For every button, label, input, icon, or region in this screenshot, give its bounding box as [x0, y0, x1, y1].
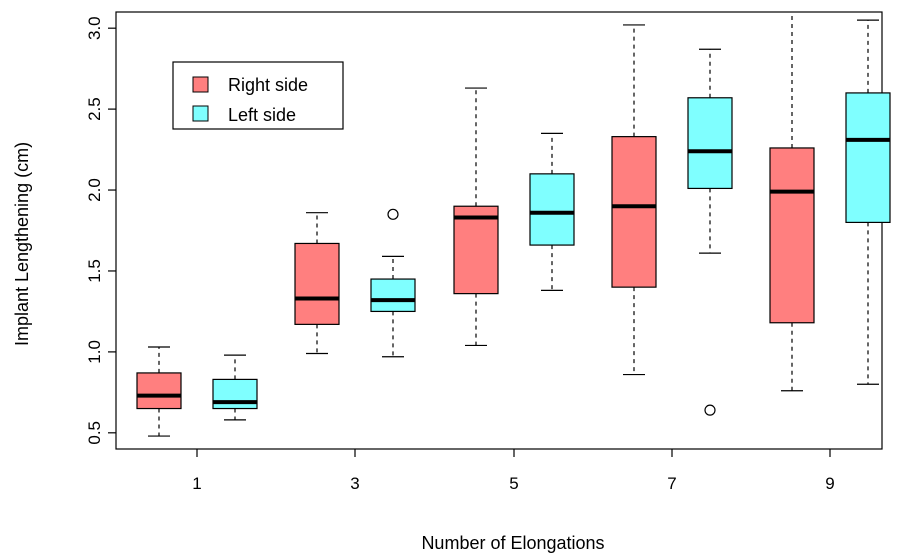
- box: [845, 92, 891, 224]
- box: [370, 278, 416, 313]
- plot-frame: [115, 11, 883, 450]
- box: [453, 205, 499, 295]
- y-tick-label: 3.0: [85, 16, 104, 40]
- legend-label-right-side: Right side: [228, 75, 308, 95]
- y-tick-label: 0.5: [85, 421, 104, 445]
- legend-swatch-left-side: [192, 105, 209, 122]
- y-tick-label: 2.0: [85, 178, 104, 202]
- box: [212, 378, 258, 410]
- x-tick-label: 5: [509, 474, 518, 493]
- x-tick-label: 9: [825, 474, 834, 493]
- outlier-point: [704, 404, 716, 416]
- y-axis-label: Implant Lengthening (cm): [12, 142, 32, 346]
- legend: Right side Left side: [172, 61, 344, 130]
- legend-label-left-side: Left side: [228, 105, 296, 125]
- legend-swatch-right-side: [192, 76, 209, 93]
- outlier-point: [387, 208, 399, 220]
- y-tick-label: 1.0: [85, 340, 104, 364]
- box: [769, 147, 815, 324]
- box: [136, 372, 182, 410]
- plot-layer: 0.5 1.0 1.5 2.0 2.5 3.0 1 3 5 7 9: [85, 11, 891, 493]
- box: [294, 242, 340, 325]
- x-axis-label: Number of Elongations: [421, 533, 604, 553]
- x-tick-label: 7: [667, 474, 676, 493]
- x-tick-label: 1: [192, 474, 201, 493]
- box: [687, 97, 733, 190]
- y-tick-label: 2.5: [85, 97, 104, 121]
- box: [611, 136, 657, 288]
- x-tick-label: 3: [350, 474, 359, 493]
- y-tick-label: 1.5: [85, 259, 104, 283]
- box: [529, 173, 575, 246]
